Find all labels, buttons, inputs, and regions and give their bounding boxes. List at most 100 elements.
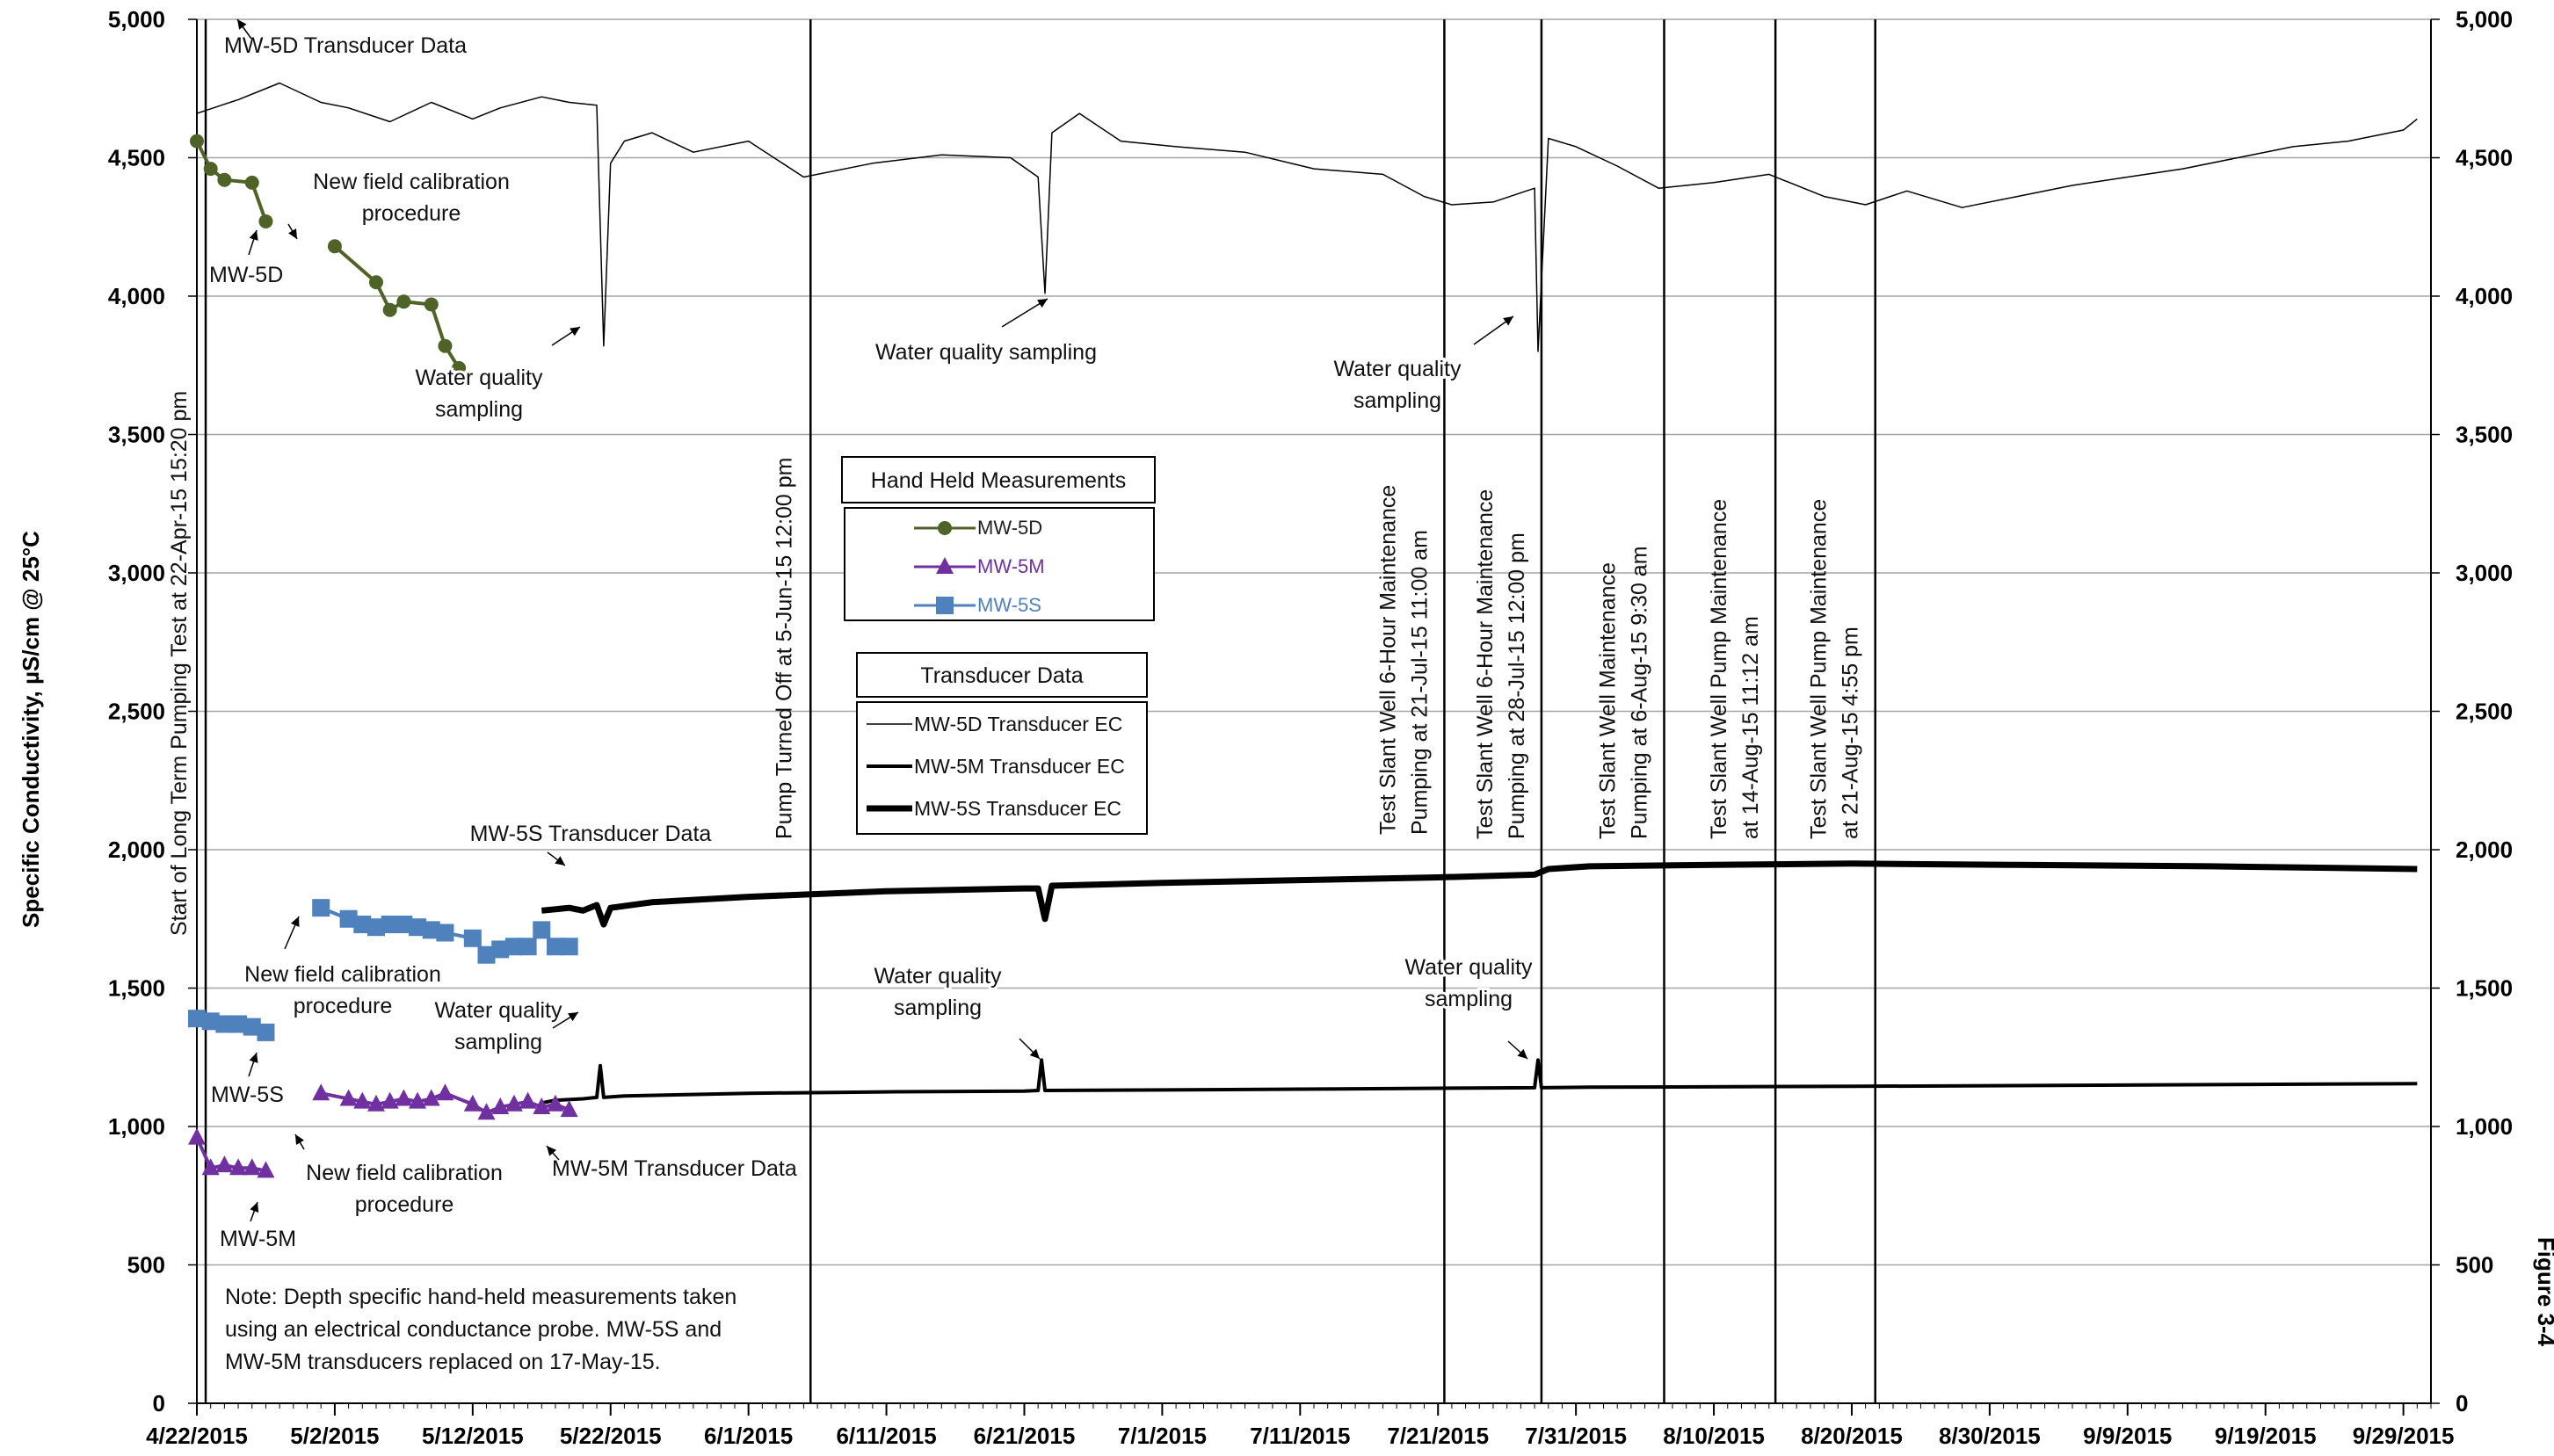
data-point-square [312, 899, 330, 917]
legend-marker-circle [938, 521, 952, 535]
annotation-arrowhead [288, 228, 297, 239]
y-tick-label-right: 500 [2456, 1252, 2493, 1279]
data-point-square [422, 921, 440, 939]
data-point-triangle [533, 1097, 551, 1114]
event-label: Pump Turned Off at 5-Jun-15 12:00 pm [772, 457, 796, 839]
legend-marker-square [936, 597, 954, 614]
x-tick-label: 7/21/2015 [1387, 1423, 1489, 1449]
annotation-arrowhead [568, 1012, 578, 1022]
annotation-arrowhead [1517, 1048, 1527, 1059]
event-lines: Start of Long Term Pumping Test at 22-Ap… [167, 19, 1876, 1403]
data-point-triangle [409, 1091, 427, 1109]
annotation-text: Water quality sampling [416, 366, 543, 422]
annotation-arrowhead [290, 916, 300, 927]
y-tick-label-right: 5,000 [2456, 6, 2513, 33]
annotation-arrowhead [547, 1146, 557, 1156]
annotation-arrowhead [237, 19, 247, 30]
data-point-square [201, 1012, 220, 1031]
y-tick-label-right: 1,000 [2456, 1113, 2513, 1140]
data-point-circle [327, 239, 342, 254]
data-point-triangle [339, 1089, 358, 1106]
x-tick-label: 8/20/2015 [1801, 1423, 1903, 1449]
data-point-triangle [422, 1089, 440, 1106]
x-tick-label: 9/29/2015 [2353, 1423, 2455, 1449]
y-tick-label-right: 1,500 [2456, 975, 2513, 1002]
data-point-triangle [312, 1083, 330, 1101]
data-point-circle [438, 338, 453, 353]
annotation-text: MW-5S [211, 1083, 284, 1107]
data-point-triangle [463, 1094, 482, 1112]
data-point-circle [396, 294, 411, 309]
legend-entry-label: MW-5M [977, 555, 1045, 577]
event-label: Test Slant Well Pump Maintenance at 14-Au… [1707, 499, 1763, 839]
data-point-square [491, 940, 510, 959]
annotation-text: Water quality sampling [874, 964, 1002, 1020]
annotation-arrowhead [1503, 316, 1513, 326]
event-label: Test Slant Well 6-Hour Maintenance Pumpin… [1375, 485, 1432, 835]
y-tick-label: 4,500 [108, 145, 165, 171]
event-label-line: Test Slant Well 6-Hour Maintenance [1375, 485, 1400, 835]
data-point-square [533, 921, 551, 939]
annotation-text: MW-5M [220, 1227, 296, 1251]
y-axis-right-ticks: 0 500 1,000 1,500 2,000 2,500 3,000 3,500 4,000 4… [2431, 6, 2513, 1416]
data-point-triangle [257, 1161, 275, 1178]
data-point-circle [424, 297, 439, 312]
legend-entry-label: MW-5D [977, 517, 1042, 539]
legend-hand-held-box [844, 507, 1155, 621]
annotation-arrowhead [250, 1202, 259, 1213]
event-label-line: at 14-Aug-15 11:12 am [1738, 616, 1763, 839]
figure-label: Figure 3-4 [2533, 1237, 2554, 1347]
legend-transducer-label: MW-5S Transducer EC [914, 797, 1121, 820]
x-tick-label: 7/31/2015 [1525, 1423, 1627, 1449]
legend-hand-held-title-box [841, 456, 1156, 503]
y-tick-label: 1,500 [108, 975, 165, 1002]
data-point-triangle [366, 1094, 385, 1112]
annotation-text: Water quality sampling [1405, 955, 1533, 1011]
event-label-line: Pumping at 28-Jul-15 12:00 pm [1505, 532, 1529, 839]
legend-hand-held-title: Hand Held Measurements [871, 468, 1126, 493]
data-point-square [381, 916, 399, 934]
annotation-text: MW-5D Transducer Data [224, 33, 467, 58]
x-tick-label: 7/11/2015 [1250, 1423, 1350, 1449]
data-point-triangle [491, 1097, 510, 1114]
mw-5d-hand-held-series [190, 134, 467, 375]
annotation-text: MW-5S Transducer Data [470, 822, 712, 846]
gridlines [197, 18, 2431, 1266]
annotation-text: Water quality sampling [1334, 357, 1462, 413]
x-tick-label: 4/22/2015 [146, 1423, 248, 1449]
annotation-text: Water quality sampling [435, 998, 562, 1054]
event-label-line: Pumping at 6-Aug-15 9:30 am [1627, 546, 1651, 839]
y-tick-label-right: 2,000 [2456, 837, 2513, 863]
event-label-line: at 21-Aug-15 4:55 pm [1839, 627, 1863, 839]
legend-transducer-title-box [856, 652, 1148, 698]
data-point-circle [217, 172, 232, 187]
y-axis-left-ticks: 0 500 1,000 1,500 2,000 2,500 3,000 3,500 4,000 4… [108, 6, 197, 1416]
y-tick-label-right: 3,000 [2456, 560, 2513, 586]
data-point-triangle [546, 1094, 564, 1112]
y-tick-label-right: 2,500 [2456, 699, 2513, 725]
y-tick-label-right: 3,500 [2456, 422, 2513, 448]
note-text: Note: Depth specific hand-held measureme… [225, 1285, 736, 1374]
event-label-line: Start of Long Term Pumping Test at 22-Ap… [167, 391, 192, 936]
y-tick-label-right: 0 [2456, 1390, 2468, 1416]
annotation-arrowhead [1029, 1048, 1040, 1059]
data-point-square [395, 916, 413, 934]
x-axis-ticks: 4/22/2015 5/2/2015 5/12/2015 5/22/2015 6/1/2… [146, 1403, 2454, 1449]
legend-entry-label: MW-5S [977, 594, 1041, 616]
x-tick-label: 5/22/2015 [560, 1423, 662, 1449]
annotation-text: MW-5M Transducer Data [552, 1156, 797, 1181]
y-tick-label: 4,000 [108, 283, 165, 309]
data-point-square [188, 1010, 206, 1028]
legend-transducer-label: MW-5D Transducer EC [914, 713, 1122, 735]
data-point-square [560, 938, 578, 956]
data-point-circle [244, 175, 259, 190]
y-axis-label: Specific Conductivity, µS/cm @ 25°C [18, 531, 44, 928]
data-point-circle [190, 134, 204, 148]
data-point-square [243, 1018, 261, 1036]
y-tick-label: 0 [153, 1390, 165, 1416]
data-series [188, 82, 2418, 1178]
x-tick-label: 5/12/2015 [422, 1423, 524, 1449]
data-point-circle [368, 275, 383, 290]
annotation-arrowhead [295, 1134, 304, 1145]
legend-marker-triangle [936, 557, 954, 574]
